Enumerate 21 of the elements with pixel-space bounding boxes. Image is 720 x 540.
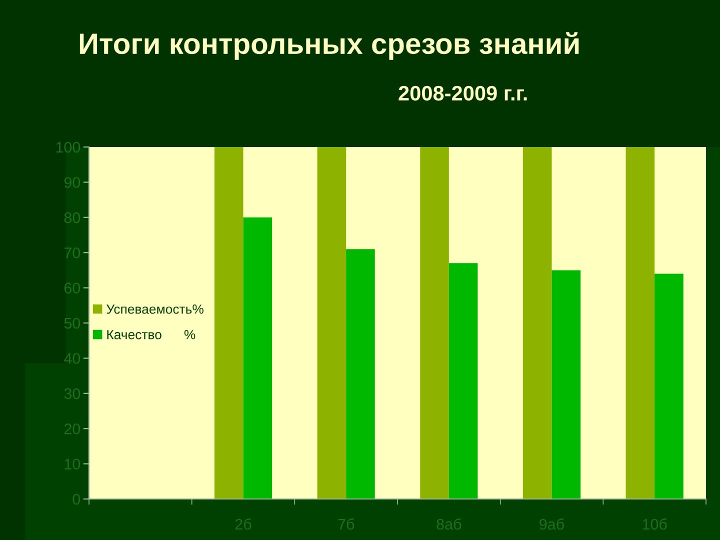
bar (448, 263, 478, 499)
y-tick-label: 100 (56, 142, 80, 153)
y-tick-label: 40 (64, 353, 80, 364)
y-tick-label: 80 (64, 212, 80, 224)
legend-label: Качество % (107, 330, 196, 340)
bar (420, 147, 449, 499)
y-tick-label: 60 (64, 282, 80, 294)
y-tick-label: 50 (64, 318, 80, 329)
chart-title: Итоги контрольных срезов знаний (80, 32, 579, 60)
y-tick-label: 70 (64, 247, 80, 258)
bar (522, 147, 552, 499)
y-tick-label: 90 (64, 177, 80, 188)
bar (626, 147, 655, 499)
bar (654, 274, 684, 499)
bar (552, 270, 581, 499)
chart-subtitle: 2008-2009 г.г. (398, 86, 527, 101)
legend-label: Успеваемость% (106, 304, 204, 314)
bar (214, 147, 244, 499)
bar (317, 147, 346, 499)
bar (346, 249, 375, 499)
bar (243, 217, 272, 499)
